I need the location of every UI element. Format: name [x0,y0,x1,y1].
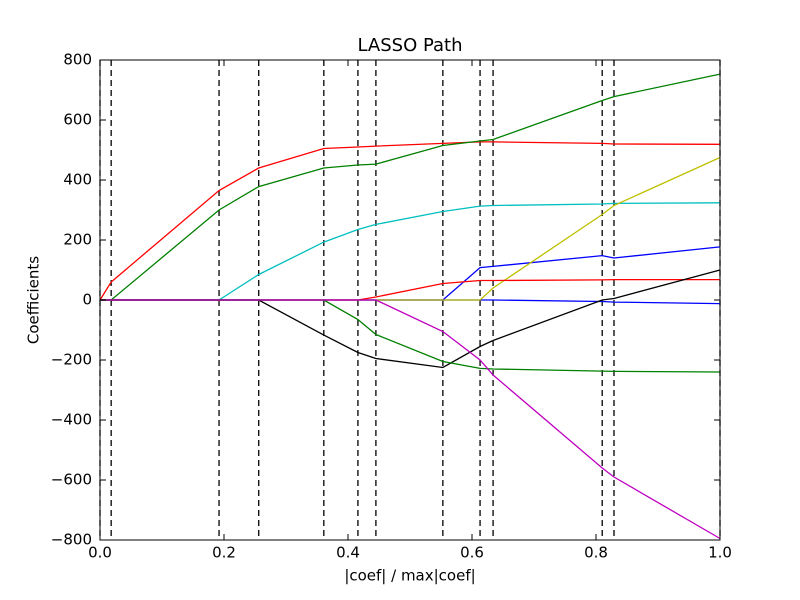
series-line [100,299,721,540]
series-line [100,299,721,373]
y-tick-label: −400 [51,411,92,429]
chart-title: LASSO Path [357,35,462,56]
y-tick-label: 400 [63,171,92,189]
y-tick-label: −800 [51,531,92,549]
x-tick-label: 0.0 [88,544,112,562]
series-line [100,269,721,369]
series-line [99,141,721,301]
y-tick-label: 200 [63,231,92,249]
y-tick-label: 800 [63,51,92,69]
x-tick-label: 0.6 [460,544,484,562]
x-tick-label: 0.8 [584,544,608,562]
y-tick-label: −200 [51,351,92,369]
y-tick-label: 0 [82,291,92,309]
y-tick-label: −600 [51,471,92,489]
x-tick-label: 0.2 [212,544,236,562]
y-axis-label: Coefficients [25,256,43,344]
series-line [100,202,721,301]
series-line [100,73,721,301]
x-tick-label: 0.4 [336,544,360,562]
y-tick-label: 600 [63,111,92,129]
series-line [100,278,720,301]
series-line [100,246,721,301]
series-line [100,156,721,301]
x-tick-label: 1.0 [708,544,732,562]
x-axis-label: |coef| / max|coef| [344,567,475,585]
